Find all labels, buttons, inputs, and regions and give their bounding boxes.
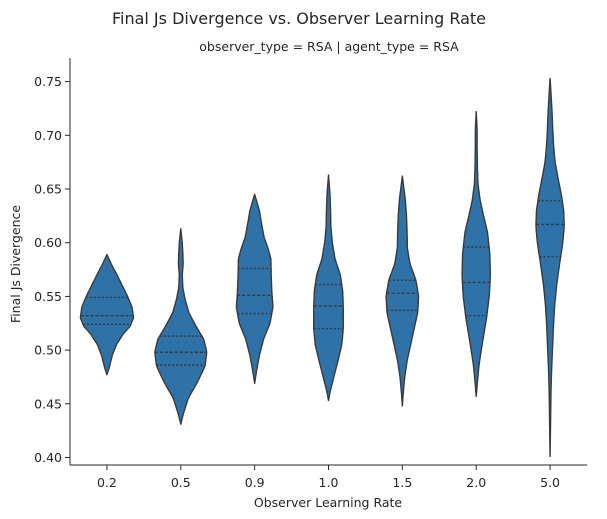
- violin-group: [79, 253, 135, 376]
- x-tick-label: 0.2: [97, 475, 117, 490]
- violin-body: [535, 77, 565, 458]
- y-tick-label: 0.55: [34, 289, 62, 304]
- violin-group: [535, 77, 565, 458]
- violin-body: [385, 175, 420, 407]
- violin-group: [461, 110, 492, 397]
- x-tick-label: 2.0: [466, 475, 486, 490]
- violin-body: [79, 253, 135, 376]
- x-tick-label: 1.5: [392, 475, 412, 490]
- plot-area: [79, 77, 565, 458]
- y-tick-label: 0.40: [34, 450, 62, 465]
- y-axis-label: Final Js Divergence: [8, 205, 23, 323]
- y-tick-label: 0.75: [34, 74, 62, 89]
- x-tick-label: 1.0: [319, 475, 339, 490]
- x-axis-label: Observer Learning Rate: [254, 495, 403, 510]
- x-tick-label: 0.9: [245, 475, 265, 490]
- x-tick-label: 0.5: [171, 475, 191, 490]
- y-ticks: 0.40 0.45 0.50 0.55 0.60 0.65 0.70 0.75: [34, 74, 70, 465]
- violin-body: [154, 228, 208, 425]
- y-tick-label: 0.65: [34, 182, 62, 197]
- y-tick-label: 0.60: [34, 235, 62, 250]
- x-tick-label: 5.0: [540, 475, 560, 490]
- chart-title: Final Js Divergence vs. Observer Learnin…: [112, 9, 486, 28]
- violin-group: [385, 175, 420, 407]
- x-ticks: 0.2 0.5 0.9 1.0 1.5 2.0 5.0: [97, 465, 560, 490]
- y-tick-label: 0.70: [34, 128, 62, 143]
- violin-body: [461, 110, 492, 397]
- violin-body: [235, 193, 274, 385]
- y-tick-label: 0.45: [34, 396, 62, 411]
- violin-group: [154, 228, 208, 425]
- violin-body: [313, 174, 344, 402]
- violin-group: [235, 193, 274, 385]
- y-tick-label: 0.50: [34, 343, 62, 358]
- violin-group: [313, 174, 344, 402]
- chart-subtitle: observer_type = RSA | agent_type = RSA: [199, 39, 459, 54]
